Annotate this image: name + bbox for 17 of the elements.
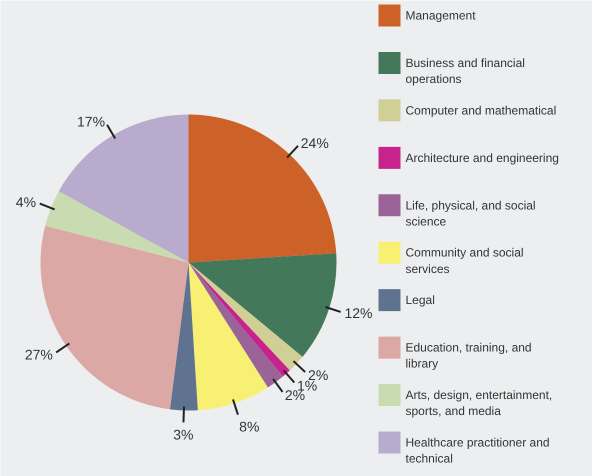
legend-label: Education, training, and library xyxy=(406,340,532,371)
legend-label: Management xyxy=(406,8,476,22)
legend-label: Computer and mathematical xyxy=(406,103,556,118)
data-label: 17% xyxy=(76,113,106,130)
legend-label: Life, physical, and social science xyxy=(406,198,536,228)
data-label: 27% xyxy=(24,346,53,363)
legend-label: Architecture and engineering xyxy=(406,150,559,165)
data-label: 12% xyxy=(344,305,373,322)
legend-label: Arts, design, entertainment, sports, and media xyxy=(406,388,552,418)
data-label: 4% xyxy=(16,194,36,210)
legend-label: Business and financial operations xyxy=(406,56,525,86)
legend-label: Legal xyxy=(406,293,435,308)
legend-label: Community and social services xyxy=(406,246,524,276)
legend-label: Healthcare practitioner and technical xyxy=(406,436,550,466)
data-label: 24% xyxy=(300,134,329,151)
data-label: 3% xyxy=(173,426,194,442)
data-label: 8% xyxy=(239,418,260,434)
